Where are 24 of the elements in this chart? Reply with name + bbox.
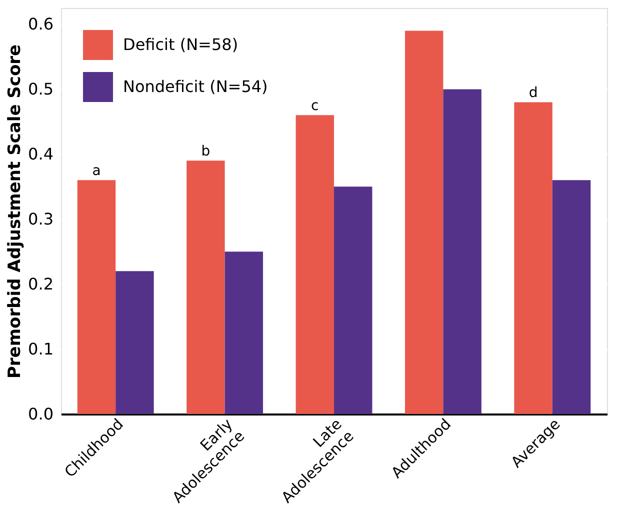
y-tick-label: 0.1 xyxy=(28,340,54,359)
y-axis-title: Premorbid Adjustment Scale Score xyxy=(5,44,26,379)
bar xyxy=(224,252,264,414)
y-tick-label: 0.0 xyxy=(28,404,54,424)
bar xyxy=(404,30,444,414)
bar xyxy=(514,102,552,414)
y-tick-label: 0.4 xyxy=(28,144,54,164)
bar xyxy=(296,115,334,414)
y-tick-label: 0.3 xyxy=(28,210,54,229)
bar xyxy=(334,186,372,414)
y-tick-label: 0.5 xyxy=(28,80,54,99)
bar xyxy=(552,180,591,414)
y-tick-label: 0.2 xyxy=(28,274,54,294)
bar xyxy=(77,180,116,414)
bar xyxy=(116,271,154,414)
y-tick-label: 0.6 xyxy=(28,14,54,34)
bar xyxy=(443,89,482,414)
annotation: a xyxy=(92,163,101,180)
bar xyxy=(186,160,225,414)
legend-label: Deficit (N=58) xyxy=(123,35,238,54)
annotation: c xyxy=(311,98,319,114)
annotation: d xyxy=(528,85,538,102)
annotation: b xyxy=(201,144,210,160)
legend-label: Nondeficit (N=54) xyxy=(123,77,268,96)
